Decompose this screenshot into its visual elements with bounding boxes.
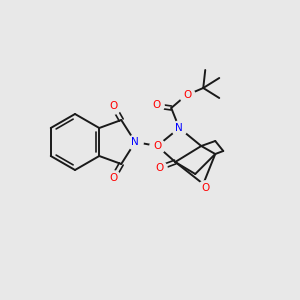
Text: O: O bbox=[155, 163, 164, 173]
Text: N: N bbox=[176, 123, 183, 133]
Text: N: N bbox=[131, 137, 139, 147]
Text: O: O bbox=[153, 141, 161, 151]
Text: O: O bbox=[183, 90, 191, 100]
Text: O: O bbox=[109, 173, 117, 183]
Text: O: O bbox=[201, 183, 209, 193]
Text: O: O bbox=[109, 101, 117, 111]
Text: O: O bbox=[152, 100, 160, 110]
